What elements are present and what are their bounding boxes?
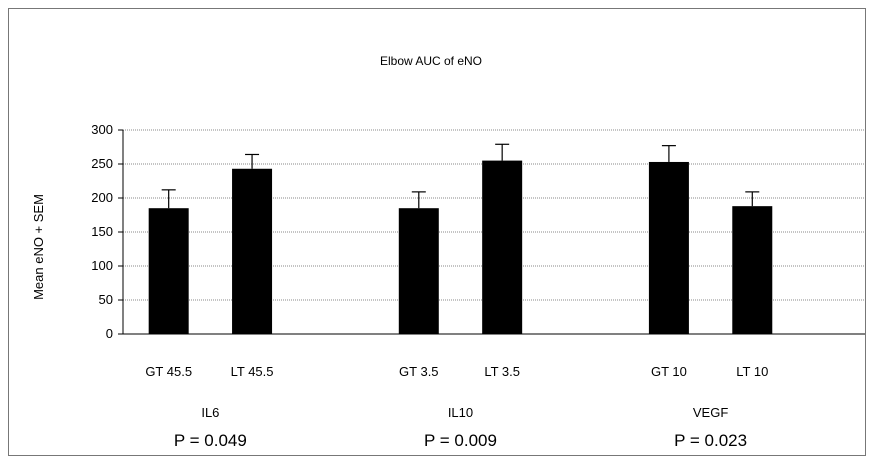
category-label: GT 45.5 — [145, 364, 192, 379]
y-tick-label: 150 — [91, 224, 113, 239]
p-value-label: P = 0.049 — [174, 431, 247, 450]
y-tick-label: 300 — [91, 122, 113, 137]
y-tick-label: 0 — [106, 326, 113, 341]
category-label: LT 10 — [736, 364, 768, 379]
y-tick-label: 200 — [91, 190, 113, 205]
group-label: IL10 — [448, 405, 473, 420]
category-label: LT 3.5 — [484, 364, 520, 379]
y-axis-label: Mean eNO + SEM — [31, 194, 46, 300]
chart-title: Elbow AUC of eNO — [380, 54, 482, 68]
p-value-label: P = 0.009 — [424, 431, 497, 450]
bar — [232, 168, 273, 334]
y-tick-label: 100 — [91, 258, 113, 273]
y-tick-label: 250 — [91, 156, 113, 171]
bar — [648, 161, 689, 334]
p-value-label: P = 0.023 — [674, 431, 747, 450]
y-tick-label: 50 — [99, 292, 113, 307]
group-label: VEGF — [693, 405, 728, 420]
chart-frame: 0 50 100 150 200 250 300 GT 45.5 LT 45.5 IL6 P = 0… — [8, 8, 866, 456]
group-label: IL6 — [201, 405, 219, 420]
bar — [148, 208, 189, 334]
category-label: GT 10 — [651, 364, 687, 379]
labels: 0 50 100 150 200 250 300 GT 45.5 LT 45.5 IL6 P = 0… — [91, 122, 768, 450]
category-label: GT 3.5 — [399, 364, 439, 379]
bar-chart: 0 50 100 150 200 250 300 GT 45.5 LT 45.5 IL6 P = 0… — [31, 54, 865, 450]
bar — [398, 208, 439, 334]
category-label: LT 45.5 — [231, 364, 274, 379]
bars — [148, 143, 773, 334]
bar — [732, 206, 773, 334]
bar — [482, 160, 523, 334]
